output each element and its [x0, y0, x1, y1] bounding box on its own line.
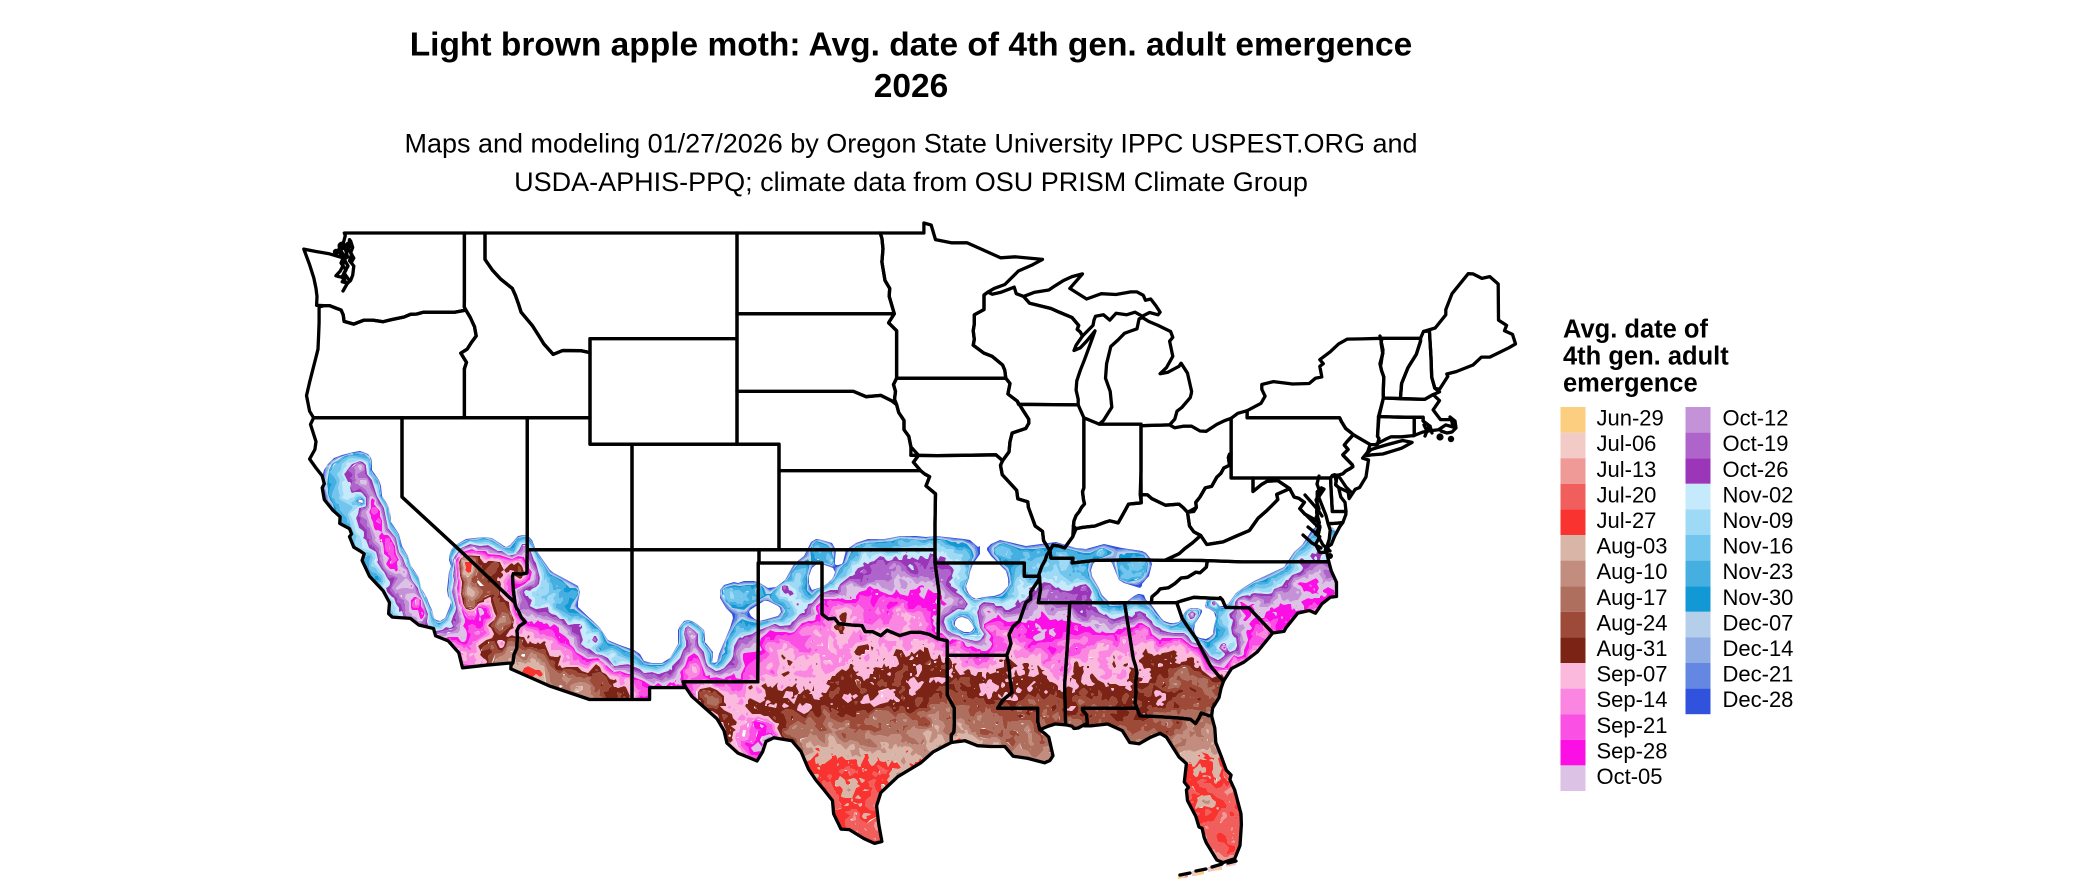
svg-text:Nov-23: Nov-23 [1723, 559, 1794, 584]
svg-text:Aug-17: Aug-17 [1597, 585, 1668, 610]
svg-text:Aug-10: Aug-10 [1597, 559, 1668, 584]
svg-text:USDA-APHIS-PPQ; climate data f: USDA-APHIS-PPQ; climate data from OSU PR… [514, 167, 1308, 197]
svg-text:Nov-09: Nov-09 [1723, 508, 1794, 533]
svg-text:Nov-30: Nov-30 [1723, 585, 1794, 610]
svg-text:emergence: emergence [1563, 370, 1698, 398]
svg-text:Jul-20: Jul-20 [1597, 482, 1657, 507]
svg-text:Jul-06: Jul-06 [1597, 431, 1657, 456]
svg-text:Sep-28: Sep-28 [1597, 738, 1668, 763]
svg-text:Sep-14: Sep-14 [1597, 687, 1668, 712]
svg-text:Dec-21: Dec-21 [1723, 662, 1794, 687]
svg-text:Oct-12: Oct-12 [1723, 406, 1789, 431]
svg-text:4th gen. adult: 4th gen. adult [1563, 343, 1729, 371]
svg-text:Aug-24: Aug-24 [1597, 610, 1668, 635]
svg-text:Dec-07: Dec-07 [1723, 610, 1794, 635]
svg-text:Light brown apple moth: Avg. d: Light brown apple moth: Avg. date of 4th… [410, 27, 1413, 64]
svg-text:Maps and modeling 01/27/2026 b: Maps and modeling 01/27/2026 by Oregon S… [404, 129, 1417, 159]
svg-text:Aug-31: Aug-31 [1597, 636, 1668, 661]
svg-text:Jul-27: Jul-27 [1597, 508, 1657, 533]
svg-text:Nov-16: Nov-16 [1723, 534, 1794, 559]
svg-text:Avg. date of: Avg. date of [1563, 316, 1708, 344]
svg-text:Oct-05: Oct-05 [1597, 764, 1663, 789]
svg-text:Dec-28: Dec-28 [1723, 687, 1794, 712]
svg-text:Sep-21: Sep-21 [1597, 713, 1668, 738]
svg-text:Jun-29: Jun-29 [1597, 406, 1664, 431]
svg-text:Oct-26: Oct-26 [1723, 457, 1789, 482]
svg-text:2026: 2026 [874, 68, 949, 105]
svg-text:Jul-13: Jul-13 [1597, 457, 1657, 482]
svg-text:Dec-14: Dec-14 [1723, 636, 1794, 661]
svg-text:Nov-02: Nov-02 [1723, 482, 1794, 507]
svg-text:Aug-03: Aug-03 [1597, 534, 1668, 559]
svg-text:Sep-07: Sep-07 [1597, 662, 1668, 687]
svg-text:Oct-19: Oct-19 [1723, 431, 1789, 456]
